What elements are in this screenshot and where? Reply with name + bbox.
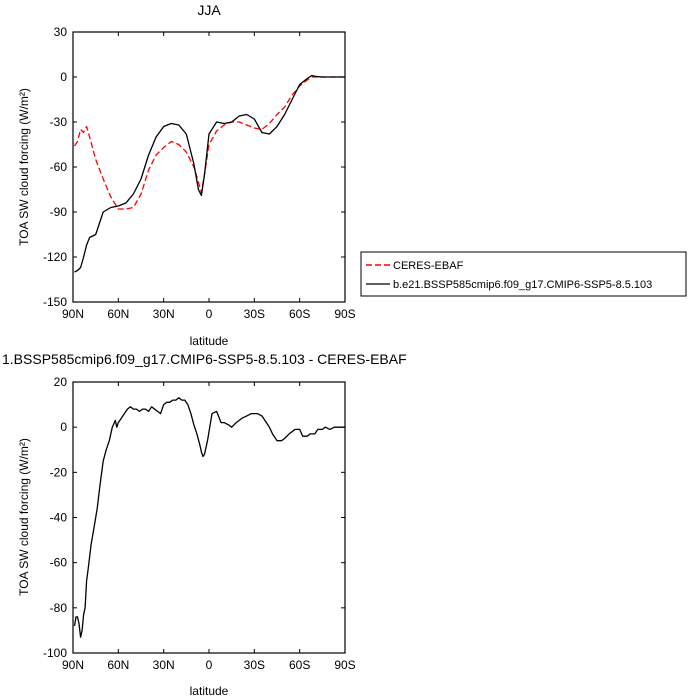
bottom-x-tick-label: 30S [244,658,265,672]
legend-label-model: b.e21.BSSP585cmip6.f09_g17.CMIP6-SSP5-8.… [393,279,652,291]
bottom-y-tick-label: -40 [50,511,68,525]
top-y-tick-label: -120 [43,250,67,264]
top-y-axis-title: TOA SW cloud forcing (W/m²) [17,88,31,246]
top-ticks: 90N 60N 30N 0 30S 60S 90S 30 0 -30 -60 -90 -120 -150 [43,25,356,321]
bottom-x-tick-label: 60S [289,658,310,672]
top-x-axis-title: latitude [190,334,229,348]
bottom-series-lines [73,397,345,638]
top-y-tick-label: -30 [50,115,68,129]
legend-box [360,251,687,297]
bottom-panel: 1.BSSP585cmip6.f09_g17.CMIP6-SSP5-8.5.10… [2,351,407,698]
legend-label-ceres: CERES-EBAF [393,260,464,272]
bottom-x-axis-title: latitude [190,684,229,698]
bottom-chart-title: 1.BSSP585cmip6.f09_g17.CMIP6-SSP5-8.5.10… [2,351,407,367]
legend: CERES-EBAF b.e21.BSSP585cmip6.f09_g17.CM… [360,251,687,297]
top-series-line-1 [74,74,345,273]
top-x-tick-label: 30N [153,307,175,321]
bottom-x-tick-label: 90S [334,658,355,672]
top-x-tick-label: 60S [289,307,310,321]
top-chart-title: JJA [197,2,221,18]
bottom-y-axis-title: TOA SW cloud forcing (W/m²) [17,438,31,596]
top-y-tick-label: -150 [43,295,67,309]
bottom-ticks: 90N 60N 30N 0 30S 60S 90S 20 0 -20 -40 -60 -80 -100 [43,375,356,672]
top-y-tick-label: -60 [50,160,68,174]
bottom-plot-frame [72,381,346,654]
top-x-tick-label: 30S [244,307,265,321]
top-series-line-0 [73,76,345,210]
bottom-x-tick-label: 0 [206,658,213,672]
bottom-y-tick-label: -80 [50,601,68,615]
top-x-tick-label: 60N [107,307,129,321]
bottom-series-line-0 [73,397,345,638]
bottom-y-tick-label: 0 [60,420,67,434]
top-x-tick-label: 0 [206,307,213,321]
bottom-y-tick-label: 20 [54,375,68,389]
top-y-tick-label: 0 [60,70,67,84]
bottom-x-tick-label: 60N [107,658,129,672]
top-plot-frame [72,31,346,303]
bottom-y-tick-label: -20 [50,465,68,479]
top-x-tick-label: 90N [62,307,84,321]
top-y-tick-label: -90 [50,205,68,219]
bottom-y-tick-label: -60 [50,556,68,570]
top-y-tick-label: 30 [54,25,68,39]
bottom-y-tick-label: -100 [43,646,67,660]
top-x-tick-label: 90S [334,307,355,321]
top-series-lines [73,74,345,273]
top-panel: JJA 90N 60N 30N 0 30S 60S 90S 30 0 -30 -60 -90 -120 -… [17,2,356,348]
bottom-x-tick-label: 30N [153,658,175,672]
bottom-x-tick-label: 90N [62,658,84,672]
